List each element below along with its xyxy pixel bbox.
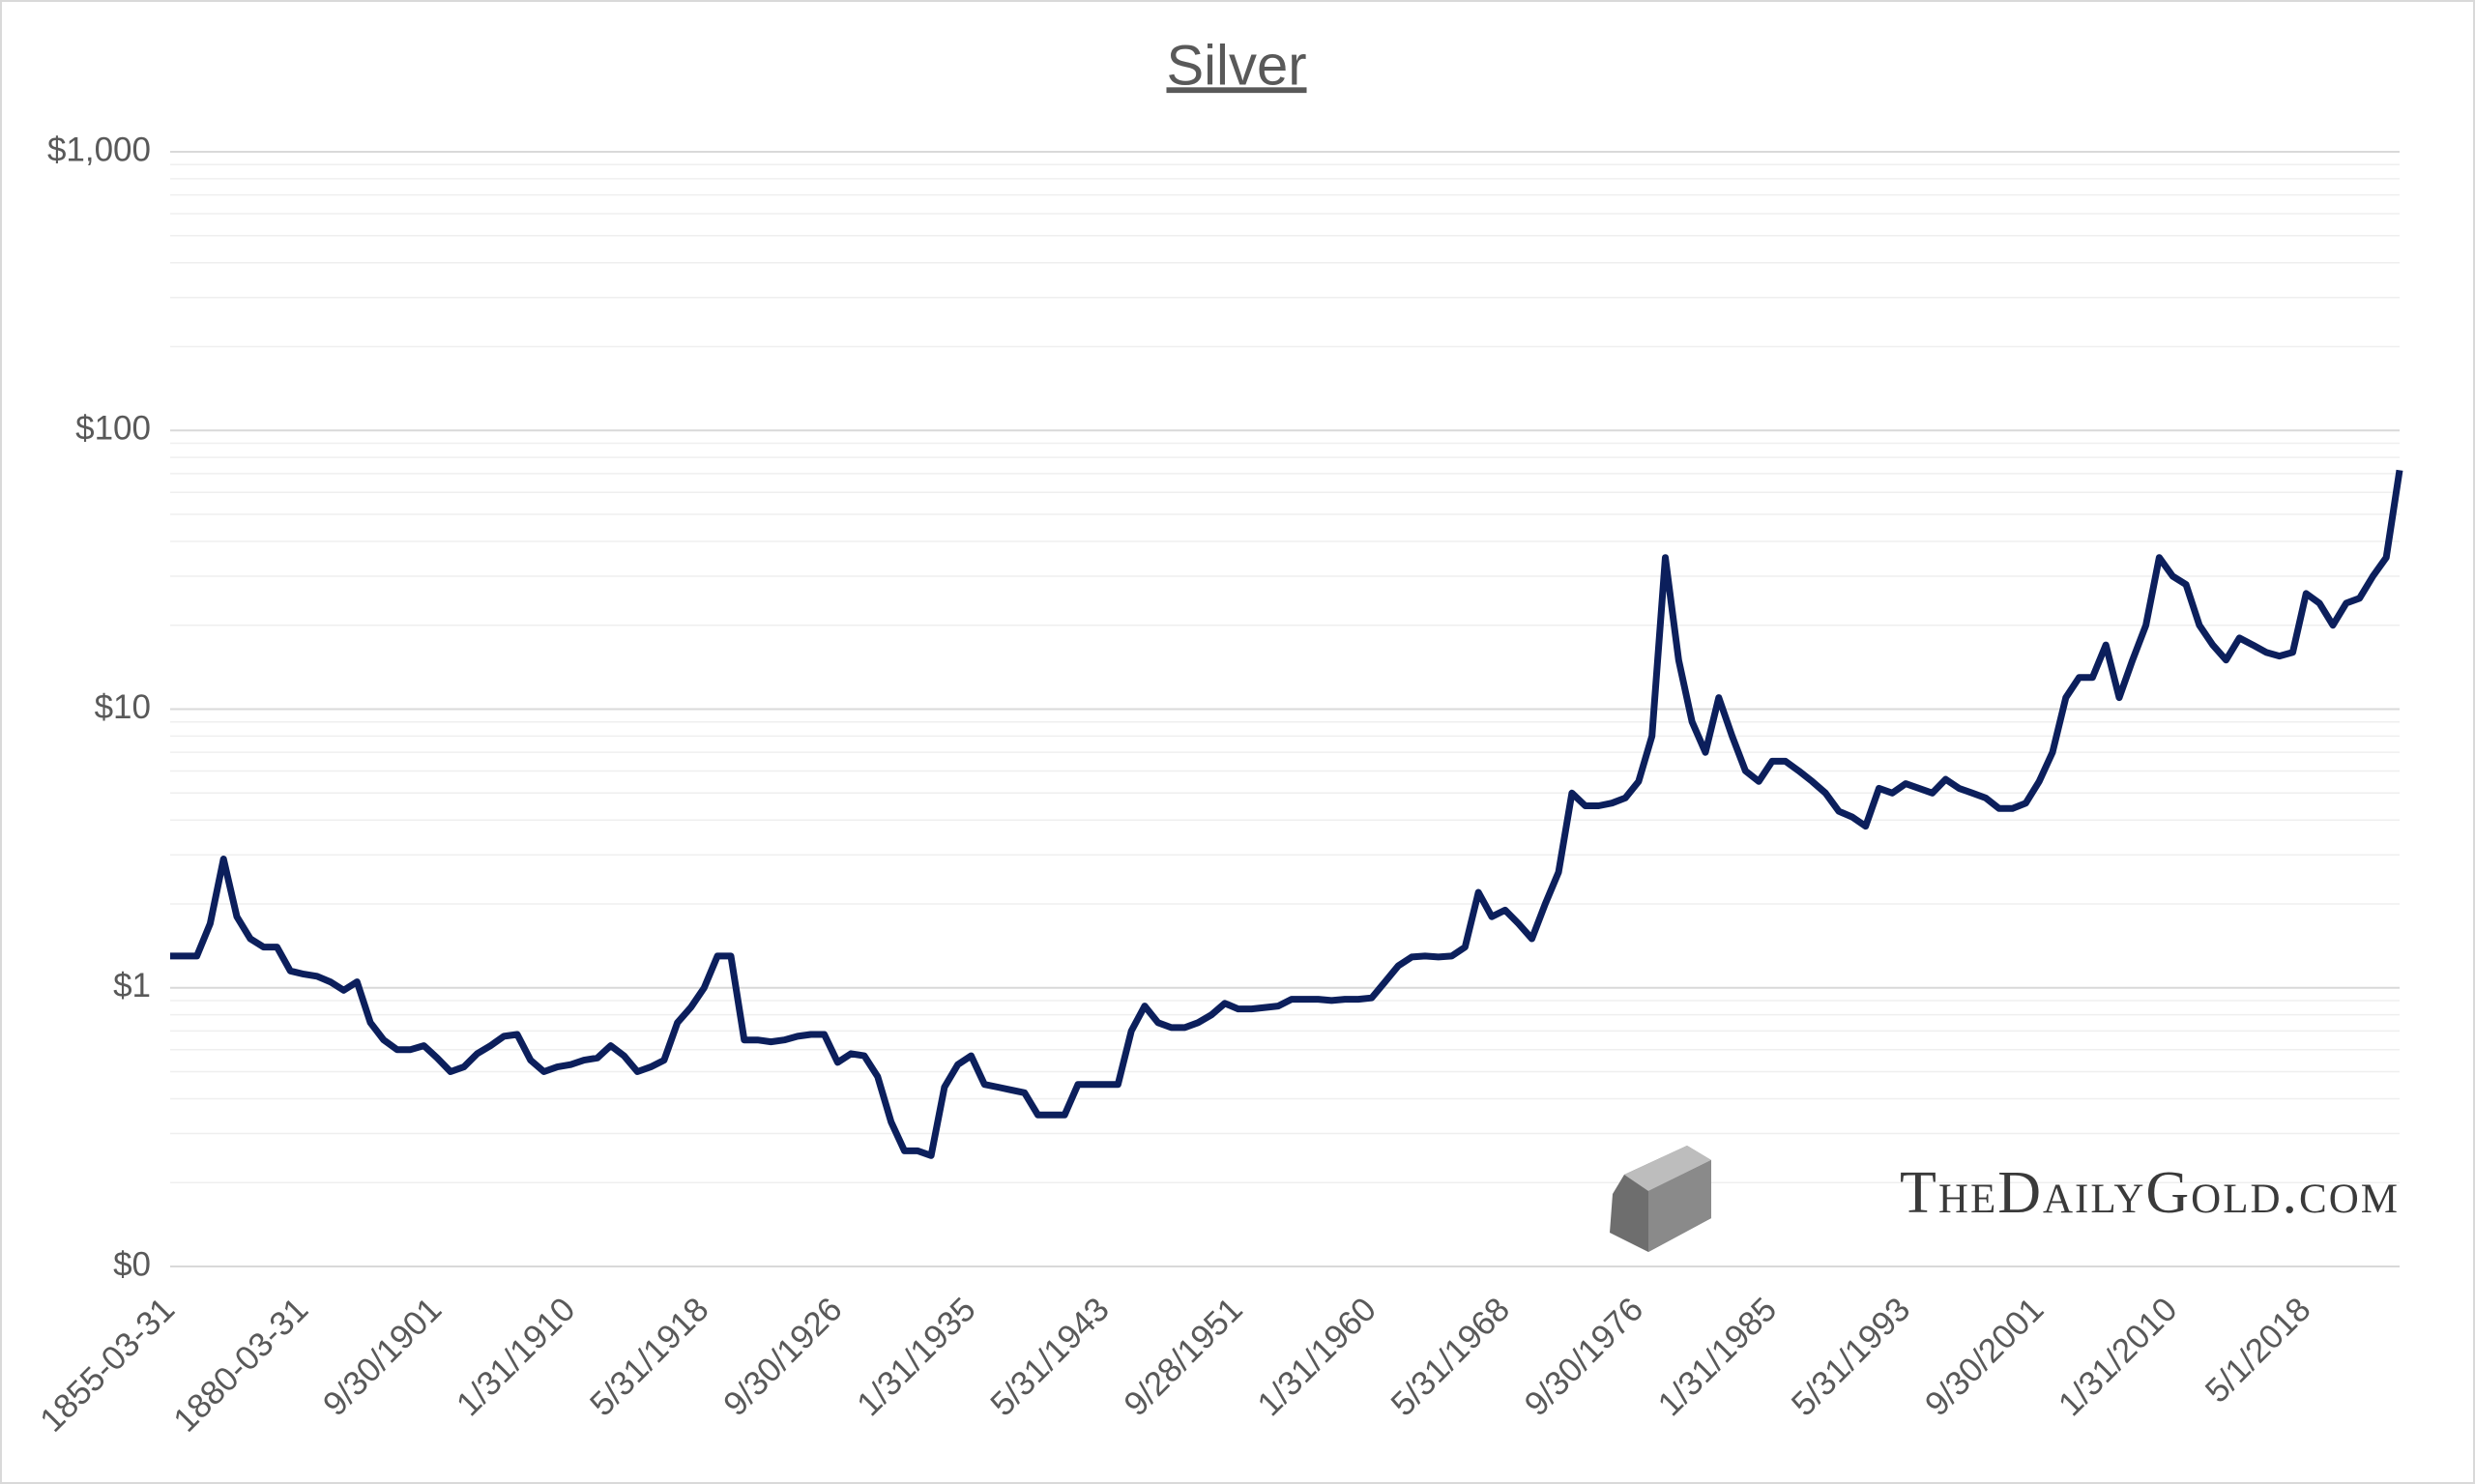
y-tick-label: $10 xyxy=(95,688,151,726)
y-tick-label: $1,000 xyxy=(47,131,151,168)
y-tick-label: $100 xyxy=(75,410,151,448)
watermark: TheDailyGold.com xyxy=(1900,1160,2400,1226)
y-tick-label: $0 xyxy=(113,1245,151,1283)
line xyxy=(170,469,2403,1159)
logo xyxy=(1610,1146,1711,1252)
y-tick-label: $1 xyxy=(113,967,151,1004)
chart-title: Silver xyxy=(1166,34,1306,97)
